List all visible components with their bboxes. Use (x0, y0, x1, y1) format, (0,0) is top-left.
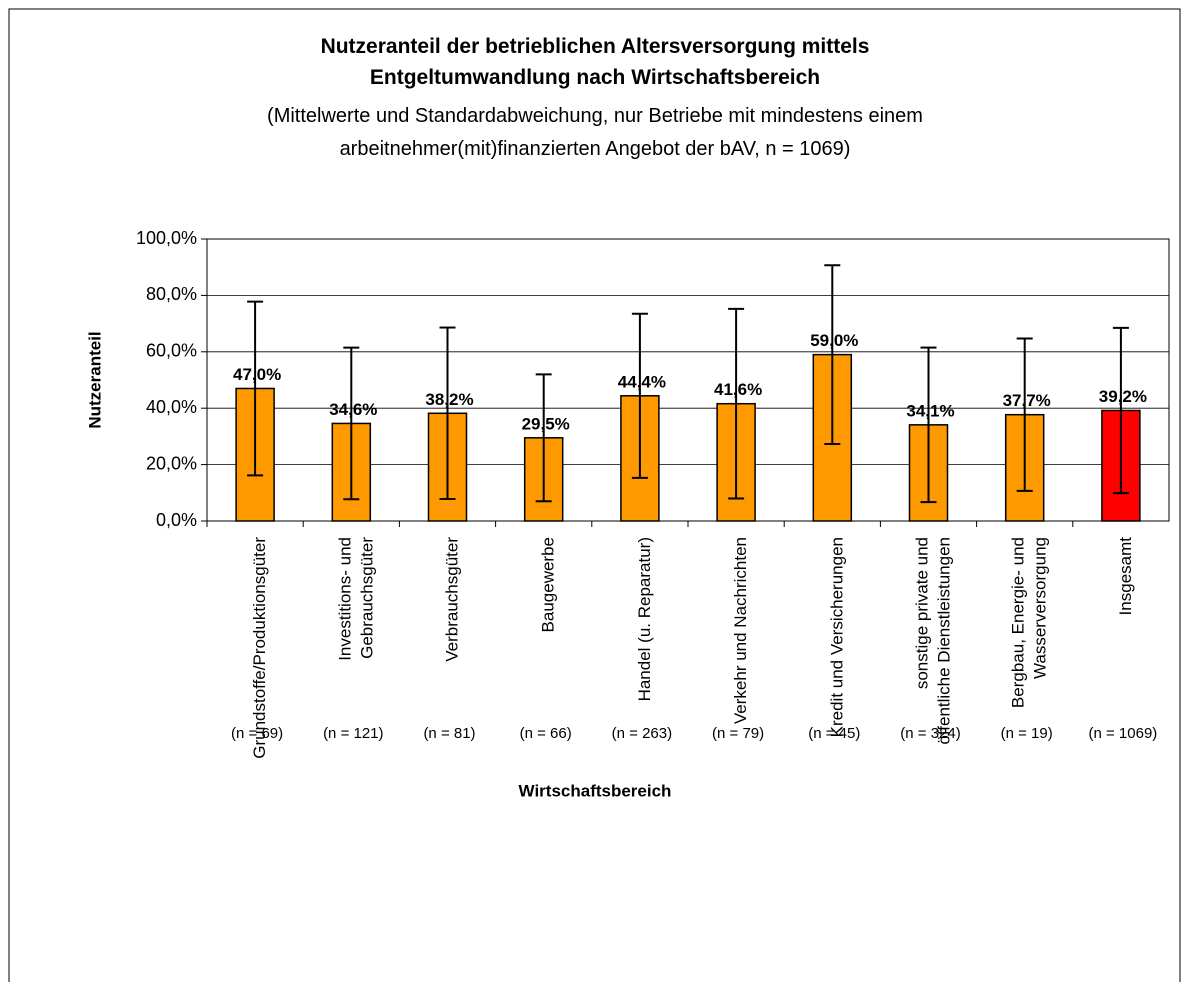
value-label: 34,1% (906, 401, 954, 420)
sample-size: (n = 121) (323, 725, 383, 742)
y-tick-label: 100,0% (136, 228, 197, 248)
sample-size: (n = 66) (520, 725, 572, 742)
x-tick-label: sonstige private und öffentliche Dienstle… (913, 537, 954, 745)
x-tick-label: Grundstoffe/Produktionsgüter (251, 537, 270, 759)
sample-size: (n = 45) (808, 725, 860, 742)
sample-size: (n = 69) (231, 725, 283, 742)
y-axis-title: Nutzeranteil (85, 331, 104, 428)
chart-title-line: Nutzeranteil der betrieblichen Altersver… (321, 35, 870, 58)
sample-size: (n = 81) (423, 725, 475, 742)
y-tick-label: 60,0% (146, 341, 197, 361)
x-tick-label-line: öffentliche Dienstleistungen (935, 537, 954, 745)
x-axis-title: Wirtschaftsbereich (519, 781, 672, 800)
sample-size: (n = 263) (612, 725, 672, 742)
sample-size: (n = 324) (900, 725, 960, 742)
chart-subtitle-line: (Mittelwerte und Standardabweichung, nur… (267, 105, 923, 127)
x-tick-label: Insgesamt (1116, 537, 1135, 616)
value-label: 39,2% (1099, 387, 1147, 406)
chart-frame (8, 8, 1181, 982)
y-tick-label: 0,0% (156, 510, 197, 530)
x-tick-label-line: sonstige private und (913, 537, 932, 689)
y-tick-label: 80,0% (146, 284, 197, 304)
sample-size: (n = 79) (712, 725, 764, 742)
x-tick-label: Kredit und Versicherungen (828, 537, 847, 737)
sample-size: (n = 1069) (1089, 725, 1158, 742)
x-tick-label: Verkehr und Nachrichten (732, 537, 751, 724)
x-tick-label-line: Wasserversorgung (1031, 537, 1050, 679)
value-label: 44,4% (618, 372, 666, 391)
x-tick-label-line: Investitions- und (336, 537, 355, 661)
chart-title: Nutzeranteil der betrieblichen Altersver… (321, 35, 870, 89)
x-tick-label: Handel (u. Reparatur) (635, 537, 654, 701)
x-tick-label-line: Insgesamt (1116, 537, 1135, 616)
x-tick-label-line: Verbrauchsgüter (443, 537, 462, 662)
y-tick-label: 40,0% (146, 397, 197, 417)
chart-title-line: Entgeltumwandlung nach Wirtschaftsbereic… (370, 66, 820, 89)
x-tick-label: Investitions- und Gebrauchsgüter (336, 537, 377, 661)
chart-subtitle-line: arbeitnehmer(mit)finanzierten Angebot de… (340, 138, 851, 160)
value-label: 29,5% (522, 414, 570, 433)
x-tick-label-line: Handel (u. Reparatur) (635, 537, 654, 701)
chart-subtitle: (Mittelwerte und Standardabweichung, nur… (267, 105, 923, 160)
x-tick-label-line: Verkehr und Nachrichten (732, 537, 751, 724)
x-tick-label-line: Kredit und Versicherungen (828, 537, 847, 737)
x-tick-label: Verbrauchsgüter (443, 537, 462, 662)
value-label: 59,0% (810, 331, 858, 350)
x-tick-label-line: Grundstoffe/Produktionsgüter (251, 537, 270, 759)
value-label: 41,6% (714, 380, 762, 399)
x-tick-label-line: Baugewerbe (539, 537, 558, 632)
x-tick-label-line: Bergbau, Energie- und (1009, 537, 1028, 708)
y-tick-label: 20,0% (146, 453, 197, 473)
x-tick-label: Bergbau, Energie- und Wasserversorgung (1009, 537, 1050, 708)
sample-size: (n = 19) (1001, 725, 1053, 742)
value-label: 47,0% (233, 365, 281, 384)
value-label: 37,7% (1003, 391, 1051, 410)
x-tick-label: Baugewerbe (539, 537, 558, 632)
value-label: 34,6% (329, 400, 377, 419)
x-tick-label-line: Gebrauchsgüter (358, 537, 377, 659)
value-label: 38,2% (425, 390, 473, 409)
